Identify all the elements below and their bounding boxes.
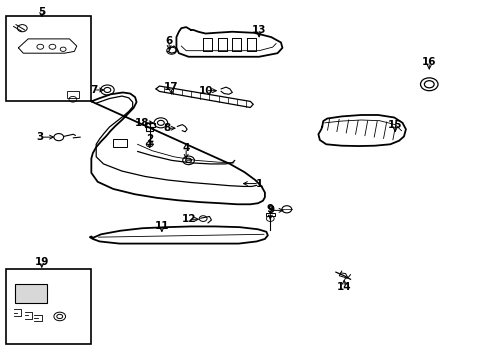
- Bar: [67, 91, 79, 98]
- Text: 13: 13: [251, 25, 266, 35]
- Text: 14: 14: [336, 282, 351, 292]
- Text: 6: 6: [165, 36, 172, 46]
- Bar: [15, 284, 46, 303]
- Text: 11: 11: [154, 221, 169, 231]
- Bar: [113, 139, 126, 147]
- Bar: [6, 16, 91, 102]
- Bar: [265, 213, 274, 216]
- Text: 5: 5: [38, 7, 45, 17]
- Text: 10: 10: [198, 86, 212, 96]
- Text: 7: 7: [90, 85, 97, 95]
- Text: 2: 2: [146, 134, 153, 144]
- Text: 1: 1: [255, 179, 262, 189]
- Text: 9: 9: [266, 203, 273, 213]
- Bar: [144, 123, 154, 127]
- Text: 4: 4: [182, 143, 189, 153]
- Bar: [146, 127, 153, 131]
- Text: 18: 18: [135, 118, 149, 128]
- Text: 16: 16: [421, 57, 436, 67]
- Text: 17: 17: [164, 82, 179, 92]
- Text: 8: 8: [163, 123, 170, 133]
- Text: 3: 3: [37, 132, 44, 142]
- Text: 15: 15: [387, 120, 402, 130]
- Text: 12: 12: [181, 214, 195, 224]
- Text: 9: 9: [267, 205, 274, 215]
- Text: 19: 19: [35, 257, 49, 267]
- Bar: [6, 269, 91, 344]
